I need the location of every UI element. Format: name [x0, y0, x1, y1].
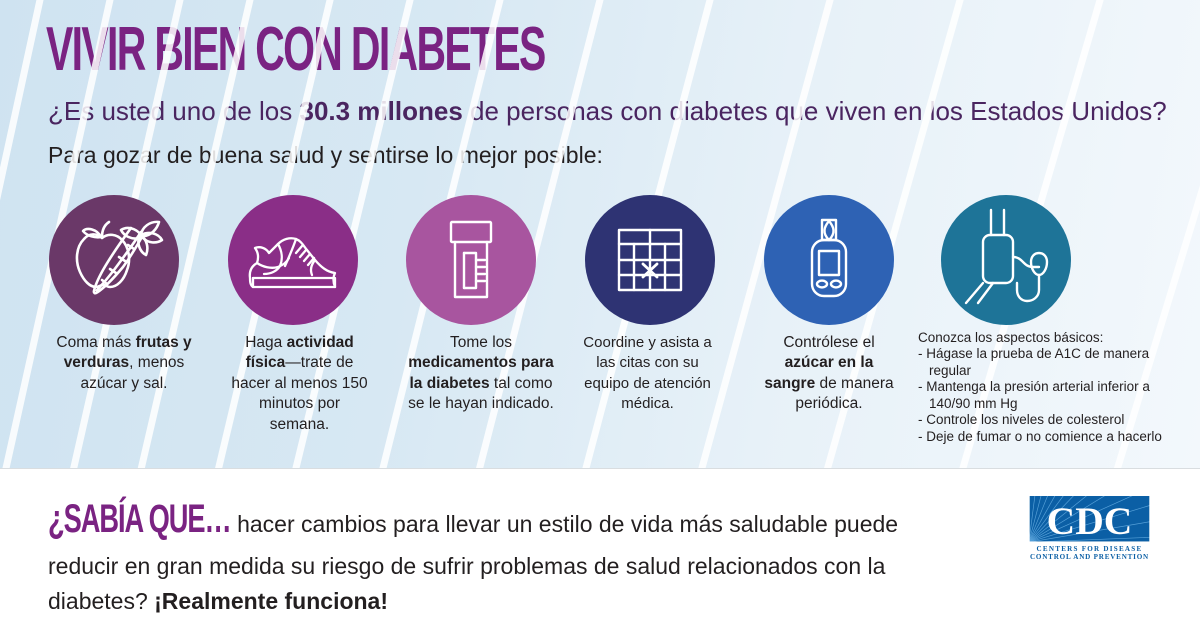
svg-text:CONTROL AND PREVENTION: CONTROL AND PREVENTION — [1030, 553, 1149, 561]
svg-text:CENTERS FOR DISEASE: CENTERS FOR DISEASE — [1037, 545, 1143, 553]
svg-text:CDC: CDC — [1047, 499, 1133, 543]
